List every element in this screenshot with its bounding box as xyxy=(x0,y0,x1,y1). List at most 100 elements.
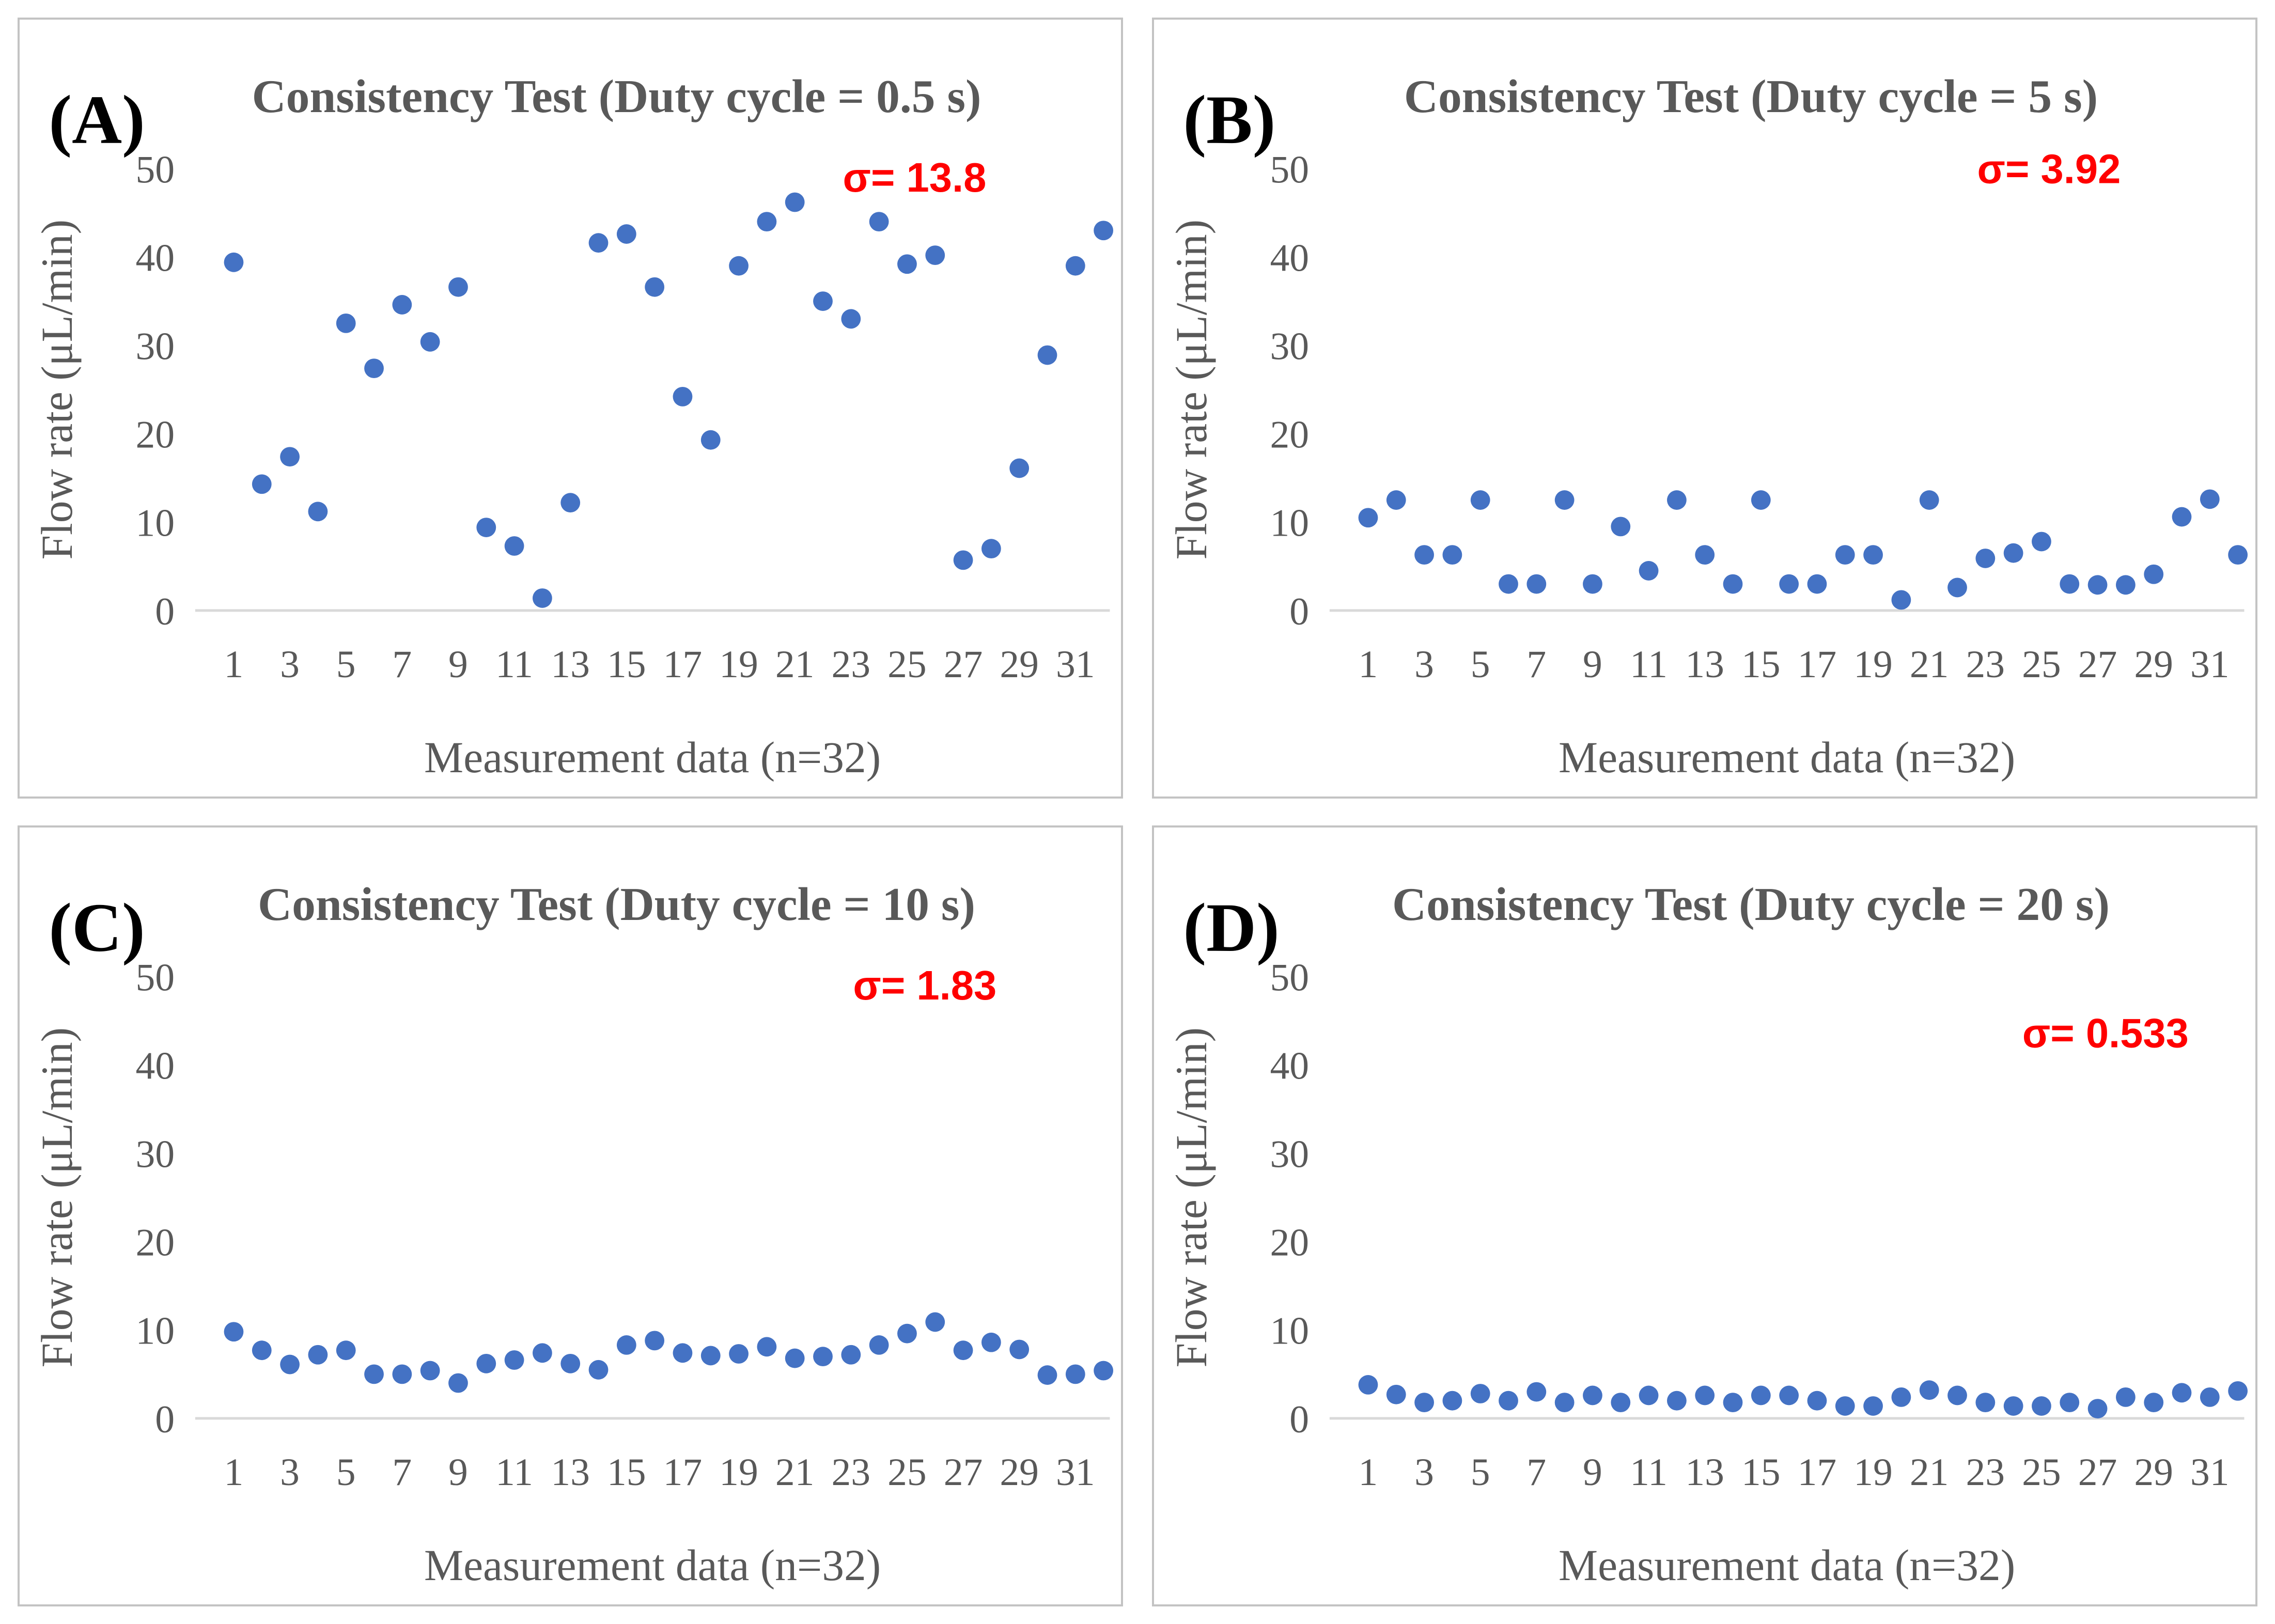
data-point xyxy=(2144,1393,2164,1413)
data-point xyxy=(252,1340,272,1361)
x-tick-label: 27 xyxy=(2078,1451,2117,1494)
data-point xyxy=(925,245,945,266)
scatter-chart-c: (C) Consistency Test (Duty cycle = 10 s)… xyxy=(33,878,1114,1590)
y-tick-label: 0 xyxy=(1289,590,1309,633)
data-point xyxy=(2060,1393,2080,1413)
data-point xyxy=(1863,545,1883,565)
data-point xyxy=(2032,532,2051,552)
x-tick-label: 29 xyxy=(1000,1451,1039,1494)
data-point xyxy=(2228,1381,2248,1401)
data-point xyxy=(1723,1393,1743,1413)
data-point xyxy=(953,1340,973,1361)
x-tick-label: 17 xyxy=(663,643,703,686)
data-point xyxy=(336,1340,356,1361)
x-tick-label: 23 xyxy=(1966,643,2005,686)
data-point xyxy=(560,493,581,513)
y-tick-labels: 0 10 20 30 40 50 xyxy=(1270,956,1309,1441)
y-tick-labels: 0 10 20 30 40 50 xyxy=(1270,148,1309,633)
data-point xyxy=(1065,256,1085,276)
x-tick-label: 13 xyxy=(1685,643,1724,686)
y-tick-label: 0 xyxy=(155,1398,175,1441)
x-tick-label: 29 xyxy=(2134,1451,2173,1494)
x-tick-label: 9 xyxy=(1583,643,1602,686)
data-point xyxy=(2172,507,2192,527)
data-points xyxy=(1358,489,2248,610)
x-tick-label: 15 xyxy=(1741,1451,1781,1494)
x-tick-label: 1 xyxy=(1359,643,1378,686)
data-point xyxy=(785,192,805,212)
y-axis-title: Flow rate (μL/min) xyxy=(33,220,82,560)
data-point xyxy=(420,1361,440,1381)
y-tick-label: 50 xyxy=(1270,148,1309,191)
x-axis-title: Measurement data (n=32) xyxy=(1559,733,2015,782)
x-tick-label: 29 xyxy=(1000,643,1039,686)
y-tick-label: 50 xyxy=(135,956,175,999)
panel-label: (B) xyxy=(1183,82,1275,159)
data-point xyxy=(645,1331,665,1351)
data-point xyxy=(2087,575,2108,595)
x-tick-label: 15 xyxy=(1741,643,1781,686)
data-point xyxy=(2115,1387,2136,1407)
data-point xyxy=(2228,545,2248,565)
x-tick-label: 25 xyxy=(2022,1451,2061,1494)
x-tick-label: 19 xyxy=(1853,643,1893,686)
chart-panel-c: (C) Consistency Test (Duty cycle = 10 s)… xyxy=(18,825,1123,1606)
x-tick-label: 13 xyxy=(551,1451,590,1494)
x-tick-label: 29 xyxy=(2134,643,2173,686)
data-points xyxy=(224,192,1114,608)
x-tick-label: 3 xyxy=(280,643,300,686)
data-point xyxy=(953,550,973,570)
data-point xyxy=(645,277,665,297)
data-point xyxy=(1695,545,1715,565)
data-point xyxy=(308,1345,328,1365)
x-tick-label: 23 xyxy=(832,1451,871,1494)
scatter-chart-a: (A) Consistency Test (Duty cycle = 0.5 s… xyxy=(33,70,1114,782)
data-point xyxy=(532,1343,552,1363)
data-point xyxy=(869,212,889,232)
data-point xyxy=(869,1335,889,1355)
x-tick-label: 23 xyxy=(832,643,871,686)
data-point xyxy=(224,252,244,272)
scatter-chart-d: (D) Consistency Test (Duty cycle = 20 s)… xyxy=(1167,878,2248,1590)
data-point xyxy=(1695,1385,1715,1406)
y-tick-label: 10 xyxy=(1270,502,1309,545)
data-point xyxy=(841,309,861,329)
y-tick-label: 30 xyxy=(135,1133,175,1176)
data-point xyxy=(757,1337,777,1357)
data-point xyxy=(224,1322,244,1342)
x-tick-label: 3 xyxy=(280,1451,300,1494)
data-point xyxy=(1414,545,1434,565)
data-point xyxy=(2172,1383,2192,1403)
data-point xyxy=(1807,574,1827,594)
data-point xyxy=(729,256,749,276)
x-tick-label: 15 xyxy=(607,1451,646,1494)
y-tick-label: 30 xyxy=(135,325,175,368)
data-point xyxy=(448,1373,468,1393)
data-point xyxy=(448,277,468,297)
chart-panel-a: (A) Consistency Test (Duty cycle = 0.5 s… xyxy=(18,18,1123,799)
x-tick-label: 1 xyxy=(224,1451,244,1494)
x-tick-label: 11 xyxy=(1630,643,1668,686)
data-point xyxy=(588,1360,609,1380)
x-tick-label: 1 xyxy=(224,643,244,686)
data-point xyxy=(1499,1391,1518,1411)
x-tick-label: 3 xyxy=(1414,643,1434,686)
x-tick-labels: 1 3 5 7 9 11 13 15 17 19 21 23 25 27 29 31 xyxy=(1359,1451,2230,1494)
data-point xyxy=(1639,561,1659,581)
x-tick-label: 17 xyxy=(1798,1451,1837,1494)
y-axis-title: Flow rate (μL/min) xyxy=(33,1027,82,1368)
x-tick-label: 7 xyxy=(1526,643,1546,686)
data-point xyxy=(392,295,412,315)
x-tick-label: 21 xyxy=(775,1451,815,1494)
x-tick-labels: 1 3 5 7 9 11 13 15 17 19 21 23 25 27 29 31 xyxy=(224,643,1095,686)
data-point xyxy=(981,1332,1001,1352)
chart-title: Consistency Test (Duty cycle = 20 s) xyxy=(1392,878,2110,930)
data-point xyxy=(1094,221,1114,241)
x-tick-label: 11 xyxy=(1630,1451,1668,1494)
data-point xyxy=(1009,1339,1030,1360)
x-tick-label: 21 xyxy=(775,643,815,686)
data-point xyxy=(1499,574,1518,594)
data-point xyxy=(1611,1393,1631,1413)
y-tick-label: 40 xyxy=(1270,1044,1309,1087)
y-tick-label: 10 xyxy=(135,502,175,545)
